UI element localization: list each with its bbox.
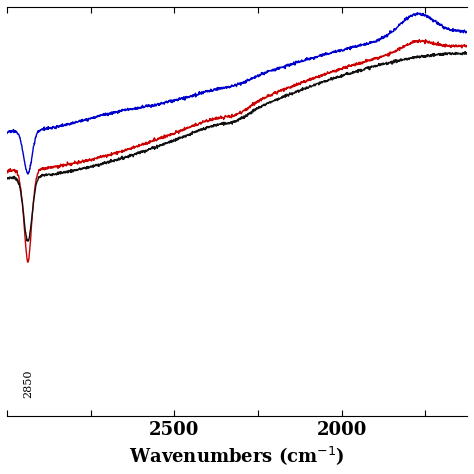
- X-axis label: Wavenumbers (cm$^{-1}$): Wavenumbers (cm$^{-1}$): [129, 444, 345, 467]
- Text: 2850: 2850: [23, 369, 33, 398]
